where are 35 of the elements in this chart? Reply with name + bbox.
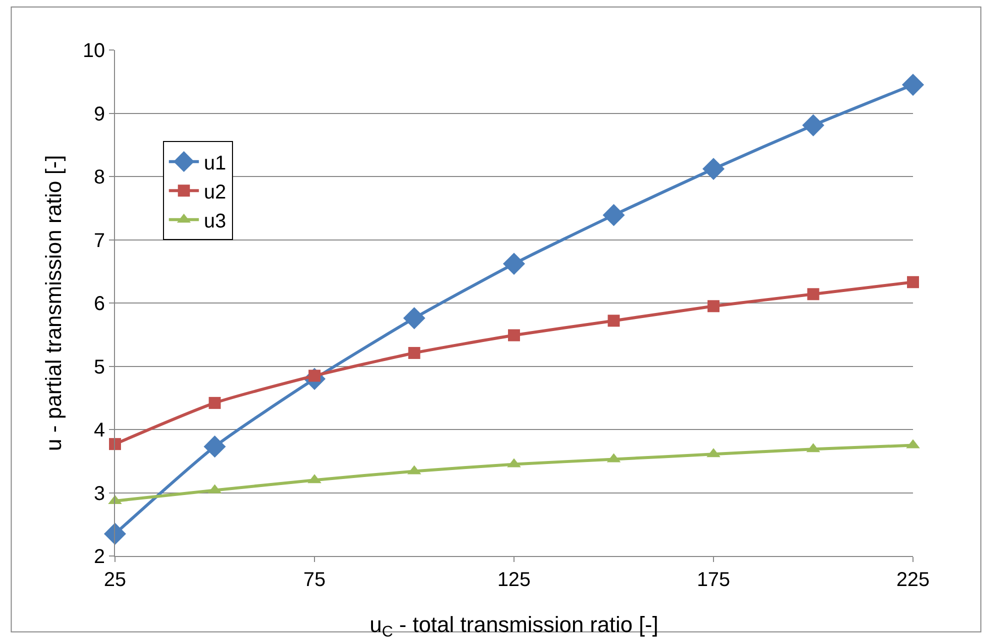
x-tick-label: 25 bbox=[104, 569, 126, 591]
legend-label: u1 bbox=[204, 152, 226, 174]
y-tick-label: 2 bbox=[94, 546, 105, 568]
legend-label: u3 bbox=[204, 210, 226, 232]
point bbox=[208, 396, 221, 409]
y-tick-label: 8 bbox=[94, 166, 105, 188]
point bbox=[907, 276, 919, 288]
point bbox=[802, 114, 824, 136]
point bbox=[502, 252, 526, 275]
point bbox=[702, 158, 725, 180]
x-tick-label: 125 bbox=[497, 569, 531, 591]
point bbox=[708, 300, 720, 312]
point bbox=[204, 436, 226, 458]
y-tick-label: 6 bbox=[94, 293, 105, 315]
point bbox=[902, 74, 924, 96]
y-tick-label: 5 bbox=[94, 356, 105, 378]
point bbox=[109, 438, 121, 450]
x-tick-label: 75 bbox=[303, 569, 326, 591]
y-tick-label: 7 bbox=[94, 230, 105, 252]
x-axis-title: u$_{C}$ - total transmission ratio [-] bbox=[370, 612, 658, 641]
point bbox=[408, 346, 420, 359]
point bbox=[602, 204, 625, 226]
y-axis-title: u - partial transmission ratio [-] bbox=[41, 155, 66, 451]
point bbox=[608, 314, 620, 327]
legend-label: u2 bbox=[204, 181, 226, 204]
y-tick-label: 4 bbox=[94, 420, 105, 442]
point bbox=[508, 329, 520, 342]
y-tick-label: 3 bbox=[94, 482, 105, 505]
y-tick-label: 10 bbox=[82, 40, 105, 62]
x-tick-label: 225 bbox=[896, 569, 930, 591]
point bbox=[807, 288, 820, 300]
point bbox=[104, 522, 126, 545]
x-tick-label: 175 bbox=[696, 569, 730, 591]
point bbox=[403, 307, 426, 330]
y-tick-label: 9 bbox=[94, 103, 105, 126]
